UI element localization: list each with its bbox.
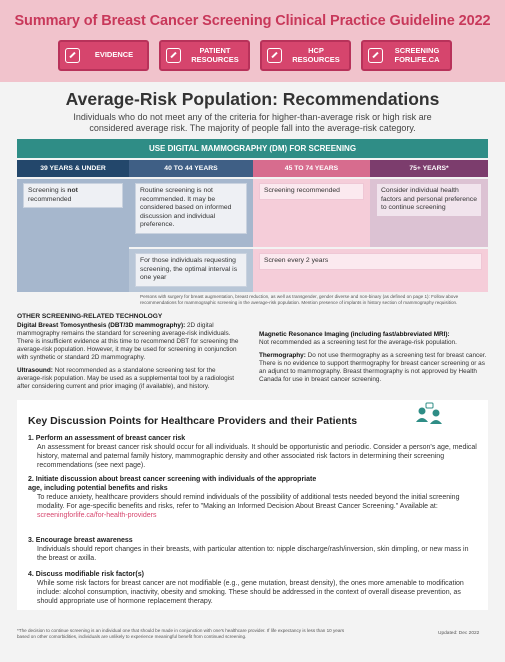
discussion-title: Key Discussion Points for Healthcare Pro…	[28, 415, 358, 427]
main-content: Average-Risk Population: Recommendations…	[0, 82, 505, 662]
age-39-under: 39 YEARS & UNDER	[17, 160, 129, 177]
recommendation-75-plus: Consider individual health factors and p…	[376, 183, 482, 217]
cell-45-74: Screening recommended	[253, 179, 370, 247]
discussion-point-3: 3. Encourage breast awareness Individual…	[28, 537, 469, 562]
other-technology-left: Digital Breast Tomosynthesis (DBT/3D mam…	[17, 322, 242, 396]
evidence-label: EVIDENCE	[94, 50, 134, 60]
link-icon	[267, 48, 282, 63]
cell-40-44-interval: For those individuals requesting screeni…	[129, 249, 253, 292]
discussion-point-1: 1. Perform an assessment of breast cance…	[28, 435, 477, 469]
evidence-button[interactable]: EVIDENCE	[58, 40, 149, 71]
table-heading: USE DIGITAL MAMMOGRAPHY (DM) FOR SCREENI…	[17, 139, 488, 158]
hcp-resources-label: HCP RESOURCES	[292, 46, 340, 64]
dbt-block: Digital Breast Tomosynthesis (DBT/3D mam…	[17, 322, 239, 361]
link-icon	[166, 48, 181, 63]
header-band: Summary of Breast Cancer Screening Clini…	[0, 0, 505, 82]
screeningforlife-link[interactable]: screeningforlife.ca/for-health-providers	[37, 512, 157, 519]
patient-resources-label: PATIENT RESOURCES	[191, 46, 239, 64]
cell-75-plus: Consider individual health factors and p…	[370, 179, 488, 247]
age-75-plus: 75+ YEARS*	[370, 160, 488, 177]
age-header-row: 39 YEARS & UNDER 40 TO 44 YEARS 45 TO 74…	[17, 160, 488, 177]
hcp-resources-button[interactable]: HCP RESOURCES	[260, 40, 351, 71]
table-footnote: Persons with surgery for breast augmenta…	[140, 294, 459, 305]
other-technology-right: Magnetic Resonance Imaging (including fa…	[259, 331, 489, 389]
page-title: Average-Risk Population: Recommendations	[65, 89, 440, 109]
page-footnote: *The decision to continue screening is a…	[17, 628, 345, 639]
document-title: Summary of Breast Cancer Screening Clini…	[14, 13, 491, 29]
updated-date: Updated: Dec 2022	[438, 631, 480, 636]
age-45-74: 45 TO 74 YEARS	[253, 160, 370, 177]
cell-45-74-interval: Screen every 2 years	[253, 249, 488, 292]
discussion-point-2: 2. Initiate discussion about breast canc…	[28, 476, 460, 519]
interval-45-74: Screen every 2 years	[259, 253, 482, 270]
thermography-block: Thermography: Do not use thermography as…	[259, 352, 487, 383]
resource-nav: EVIDENCE PATIENT RESOURCES HCP RESOURCES…	[58, 40, 452, 71]
screening-forlife-label: SCREENING FORLIFE.CA	[394, 46, 440, 64]
recommendation-39-under: Screening is not recommended	[23, 183, 123, 208]
screening-forlife-button[interactable]: SCREENING FORLIFE.CA	[361, 40, 452, 71]
patient-resources-button[interactable]: PATIENT RESOURCES	[159, 40, 250, 71]
mri-block: Magnetic Resonance Imaging (including fa…	[259, 331, 457, 346]
people-talking-icon	[416, 402, 442, 424]
cell-40-44: Routine screening is not recommended. It…	[129, 179, 253, 247]
intro-text: Individuals who do not meet any of the c…	[73, 112, 432, 133]
ultrasound-block: Ultrasound: Not recommended as a standal…	[17, 367, 235, 390]
cell-39-under: Screening is not recommended	[17, 179, 129, 292]
discussion-panel: Key Discussion Points for Healthcare Pro…	[17, 400, 488, 610]
recommendation-45-74: Screening recommended	[259, 183, 364, 200]
other-technology-title: OTHER SCREENING-RELATED TECHNOLOGY	[17, 313, 163, 320]
interval-40-44: For those individuals requesting screeni…	[135, 253, 247, 287]
link-icon	[368, 48, 383, 63]
recommendation-40-44: Routine screening is not recommended. It…	[135, 183, 247, 234]
age-40-44: 40 TO 44 YEARS	[129, 160, 253, 177]
discussion-point-4: 4. Discuss modifiable risk factor(s) Whi…	[28, 571, 464, 605]
link-icon	[65, 48, 80, 63]
